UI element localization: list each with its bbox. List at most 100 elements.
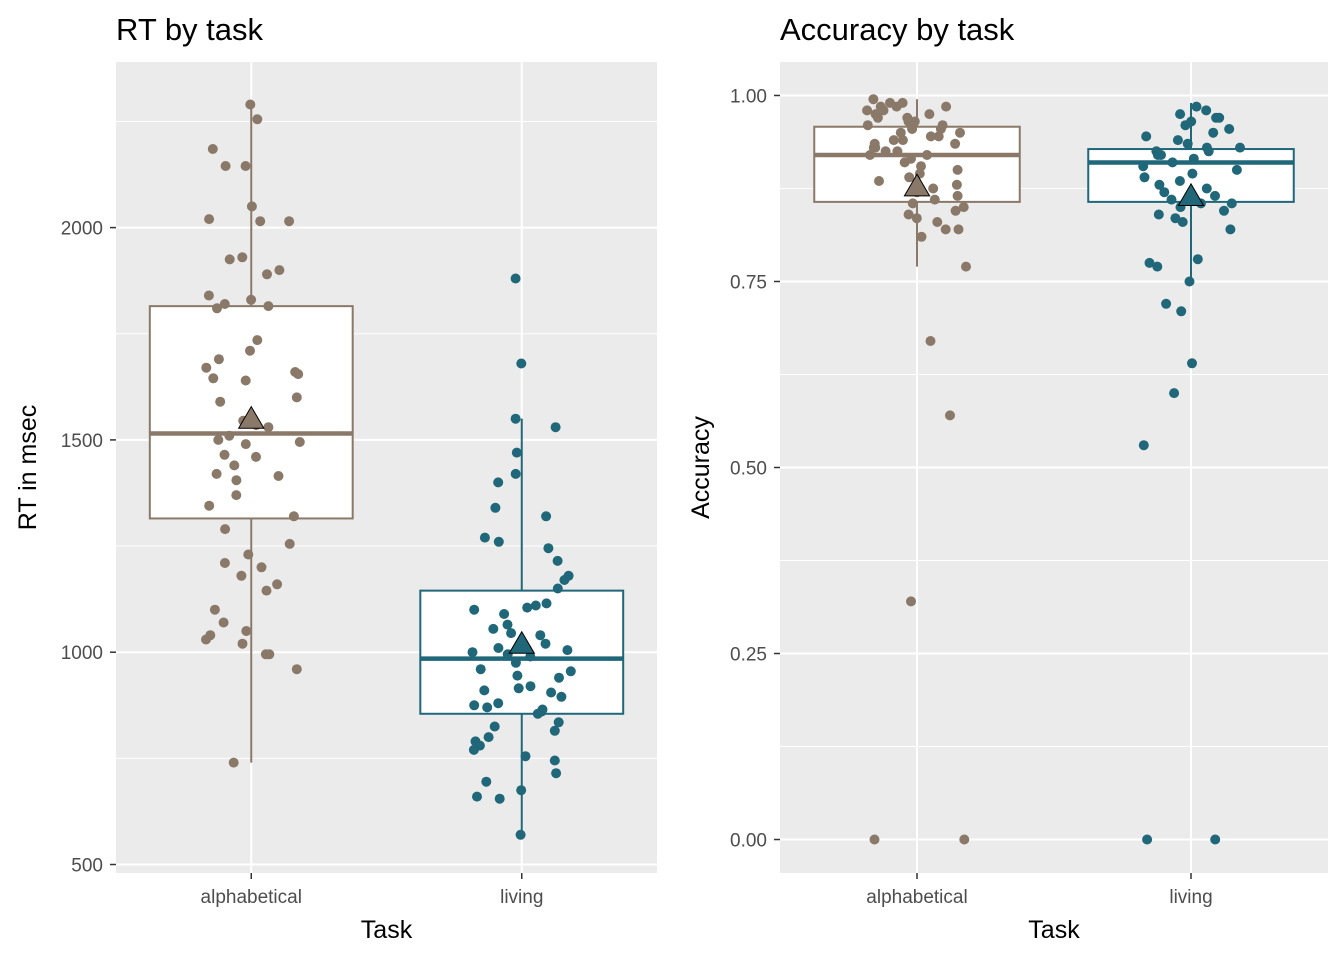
data-point-living [1208, 127, 1219, 138]
data-point-living [552, 555, 563, 566]
data-point-alphabetical [284, 216, 295, 227]
data-point-living [1235, 142, 1245, 153]
data-point-living [489, 721, 500, 732]
data-point-alphabetical [903, 209, 914, 220]
data-point-living [493, 536, 504, 547]
data-point-living [494, 793, 505, 804]
data-point-living [520, 751, 531, 762]
data-point-alphabetical [945, 410, 955, 421]
data-point-alphabetical [237, 638, 248, 649]
y-tick-label: 500 [71, 856, 103, 877]
data-point-living [493, 698, 504, 709]
data-point-alphabetical [236, 570, 247, 581]
data-point-living [481, 776, 492, 787]
data-point-living [1226, 198, 1237, 209]
data-point-living [543, 543, 554, 554]
data-point-alphabetical [952, 190, 963, 201]
y-axis-title: Accuracy [687, 416, 715, 519]
data-point-living [1180, 120, 1191, 131]
x-axis-title: Task [1028, 916, 1080, 944]
data-point-living [512, 670, 523, 681]
data-point-alphabetical [880, 146, 891, 157]
data-point-living [1192, 254, 1203, 265]
data-point-alphabetical [955, 127, 965, 138]
data-point-alphabetical [240, 375, 251, 386]
mean-marker-living [508, 630, 536, 654]
mean-marker-alphabetical [237, 405, 265, 429]
data-point-alphabetical [213, 354, 224, 365]
data-point-alphabetical [252, 114, 263, 125]
data-point-alphabetical [209, 604, 220, 615]
data-point-living [475, 664, 486, 675]
data-point-alphabetical [906, 596, 916, 607]
data-point-living [556, 691, 567, 702]
data-point-alphabetical [251, 451, 261, 462]
data-point-alphabetical [922, 150, 932, 160]
y-tick-label: 0.25 [730, 645, 767, 666]
data-point-living [1153, 209, 1164, 220]
data-point-alphabetical [959, 834, 970, 845]
rt-by-task-panel: 500 1000 1500 2000 alphabetical living RT by t… [14, 12, 657, 944]
data-point-alphabetical [950, 205, 961, 216]
data-point-alphabetical [272, 579, 283, 590]
data-point-living [1172, 135, 1183, 146]
data-point-living [541, 598, 552, 609]
data-point-alphabetical [953, 224, 964, 235]
data-point-alphabetical [951, 179, 962, 190]
data-point-living [1169, 388, 1180, 399]
data-point-alphabetical [207, 144, 218, 154]
data-point-living [1201, 183, 1212, 194]
data-point-living [541, 511, 552, 522]
data-point-living [1139, 172, 1150, 183]
data-point-living [1174, 176, 1185, 186]
x-tick-label: alphabetical [201, 887, 302, 908]
data-point-alphabetical [869, 834, 880, 845]
data-point-living [1144, 257, 1155, 268]
data-point-alphabetical [933, 131, 944, 142]
data-point-alphabetical [284, 538, 295, 549]
data-point-alphabetical [208, 373, 219, 384]
data-point-living [1210, 190, 1220, 201]
data-point-alphabetical [294, 437, 305, 447]
data-point-living [1176, 306, 1187, 317]
data-point-living [1191, 101, 1202, 112]
data-point-alphabetical [961, 261, 971, 272]
data-point-alphabetical [929, 194, 940, 205]
data-point-living [511, 447, 522, 458]
data-point-living [1188, 153, 1199, 164]
data-point-living [506, 628, 517, 639]
data-point-living [1214, 112, 1225, 123]
data-point-alphabetical [220, 161, 231, 171]
data-point-living [1152, 261, 1163, 272]
data-point-living [493, 477, 504, 488]
data-point-living [479, 532, 490, 543]
data-point-alphabetical [897, 135, 908, 146]
data-point-alphabetical [916, 161, 926, 172]
data-point-living [1138, 440, 1149, 451]
data-point-living [1231, 164, 1242, 175]
data-point-alphabetical [891, 101, 902, 112]
data-point-alphabetical [245, 345, 255, 356]
data-point-alphabetical [950, 138, 961, 149]
data-point-alphabetical [201, 634, 211, 645]
data-point-alphabetical [215, 396, 226, 407]
data-point-living [1182, 138, 1193, 149]
data-point-living [510, 273, 521, 284]
data-point-alphabetical [291, 664, 302, 675]
data-point-alphabetical [273, 471, 284, 481]
y-axis-title: RT in msec [14, 405, 42, 531]
data-point-living [552, 583, 563, 594]
data-point-living [565, 666, 576, 677]
data-point-living [551, 768, 562, 779]
data-point-living [540, 638, 551, 649]
data-point-living [472, 791, 482, 802]
x-axis-title: Task [361, 916, 413, 944]
data-point-alphabetical [256, 562, 267, 573]
data-point-alphabetical [916, 231, 927, 242]
y-tick-label: 2000 [61, 219, 103, 240]
y-tick-label: 0.50 [730, 459, 767, 480]
data-point-living [490, 502, 501, 513]
data-point-living [510, 413, 521, 424]
data-point-alphabetical [219, 299, 230, 309]
x-tick-label: living [500, 887, 543, 908]
